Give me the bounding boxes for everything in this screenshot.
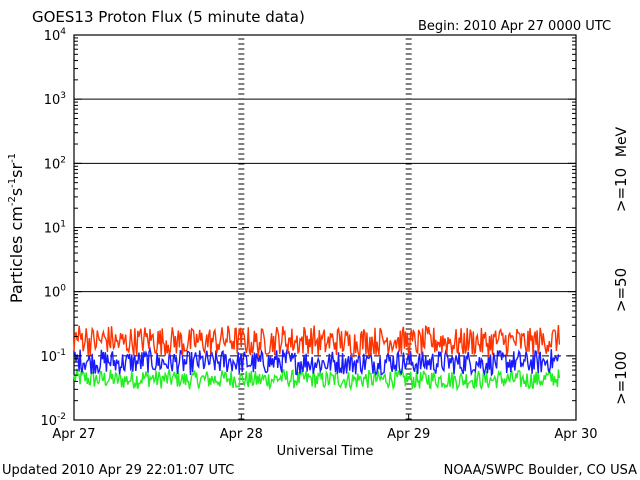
x-tick-label: Apr 27 — [52, 427, 95, 442]
energy-unit-label: MeV — [614, 126, 630, 157]
legend-ge50: >=50 — [612, 268, 630, 312]
updated-timestamp: Updated 2010 Apr 29 22:01:07 UTC — [2, 463, 234, 478]
series-line->=10 — [73, 324, 561, 358]
legend-ge10: >=10 — [612, 168, 630, 212]
x-tick-label: Apr 28 — [220, 427, 263, 442]
y-tick-label: 100 — [44, 284, 67, 301]
y-tick-label: 101 — [44, 220, 66, 237]
y-tick-label: 103 — [44, 91, 66, 108]
y-tick-label: 104 — [44, 27, 67, 44]
flux-threshold-lines — [74, 98, 576, 357]
x-tick-labels: Apr 27 Apr 28 Apr 29 Apr 30 — [52, 414, 598, 442]
y-tick-label: 10-1 — [40, 348, 66, 365]
credit-label: NOAA/SWPC Boulder, CO USA — [444, 463, 637, 478]
series-layer — [73, 324, 561, 392]
x-tick-label: Apr 30 — [554, 427, 597, 442]
legend-ge100: >=100 — [612, 351, 630, 405]
plot-area — [73, 34, 577, 421]
series-line->=50 — [73, 346, 560, 377]
series-line->=100 — [73, 367, 561, 392]
chart-title: GOES13 Proton Flux (5 minute data) — [32, 8, 305, 26]
x-axis-label: Universal Time — [277, 444, 374, 459]
y-tick-label: 102 — [44, 155, 66, 172]
x-tick-label: Apr 29 — [387, 427, 430, 442]
y-axis-label: Particles cm-2s-1sr-1 — [7, 153, 26, 303]
y-tick-label: 10-2 — [40, 412, 66, 429]
begin-date: Begin: 2010 Apr 27 0000 UTC — [418, 19, 611, 34]
y-tick-labels: 10-2 10-1 100 101 102 103 104 — [40, 27, 576, 429]
